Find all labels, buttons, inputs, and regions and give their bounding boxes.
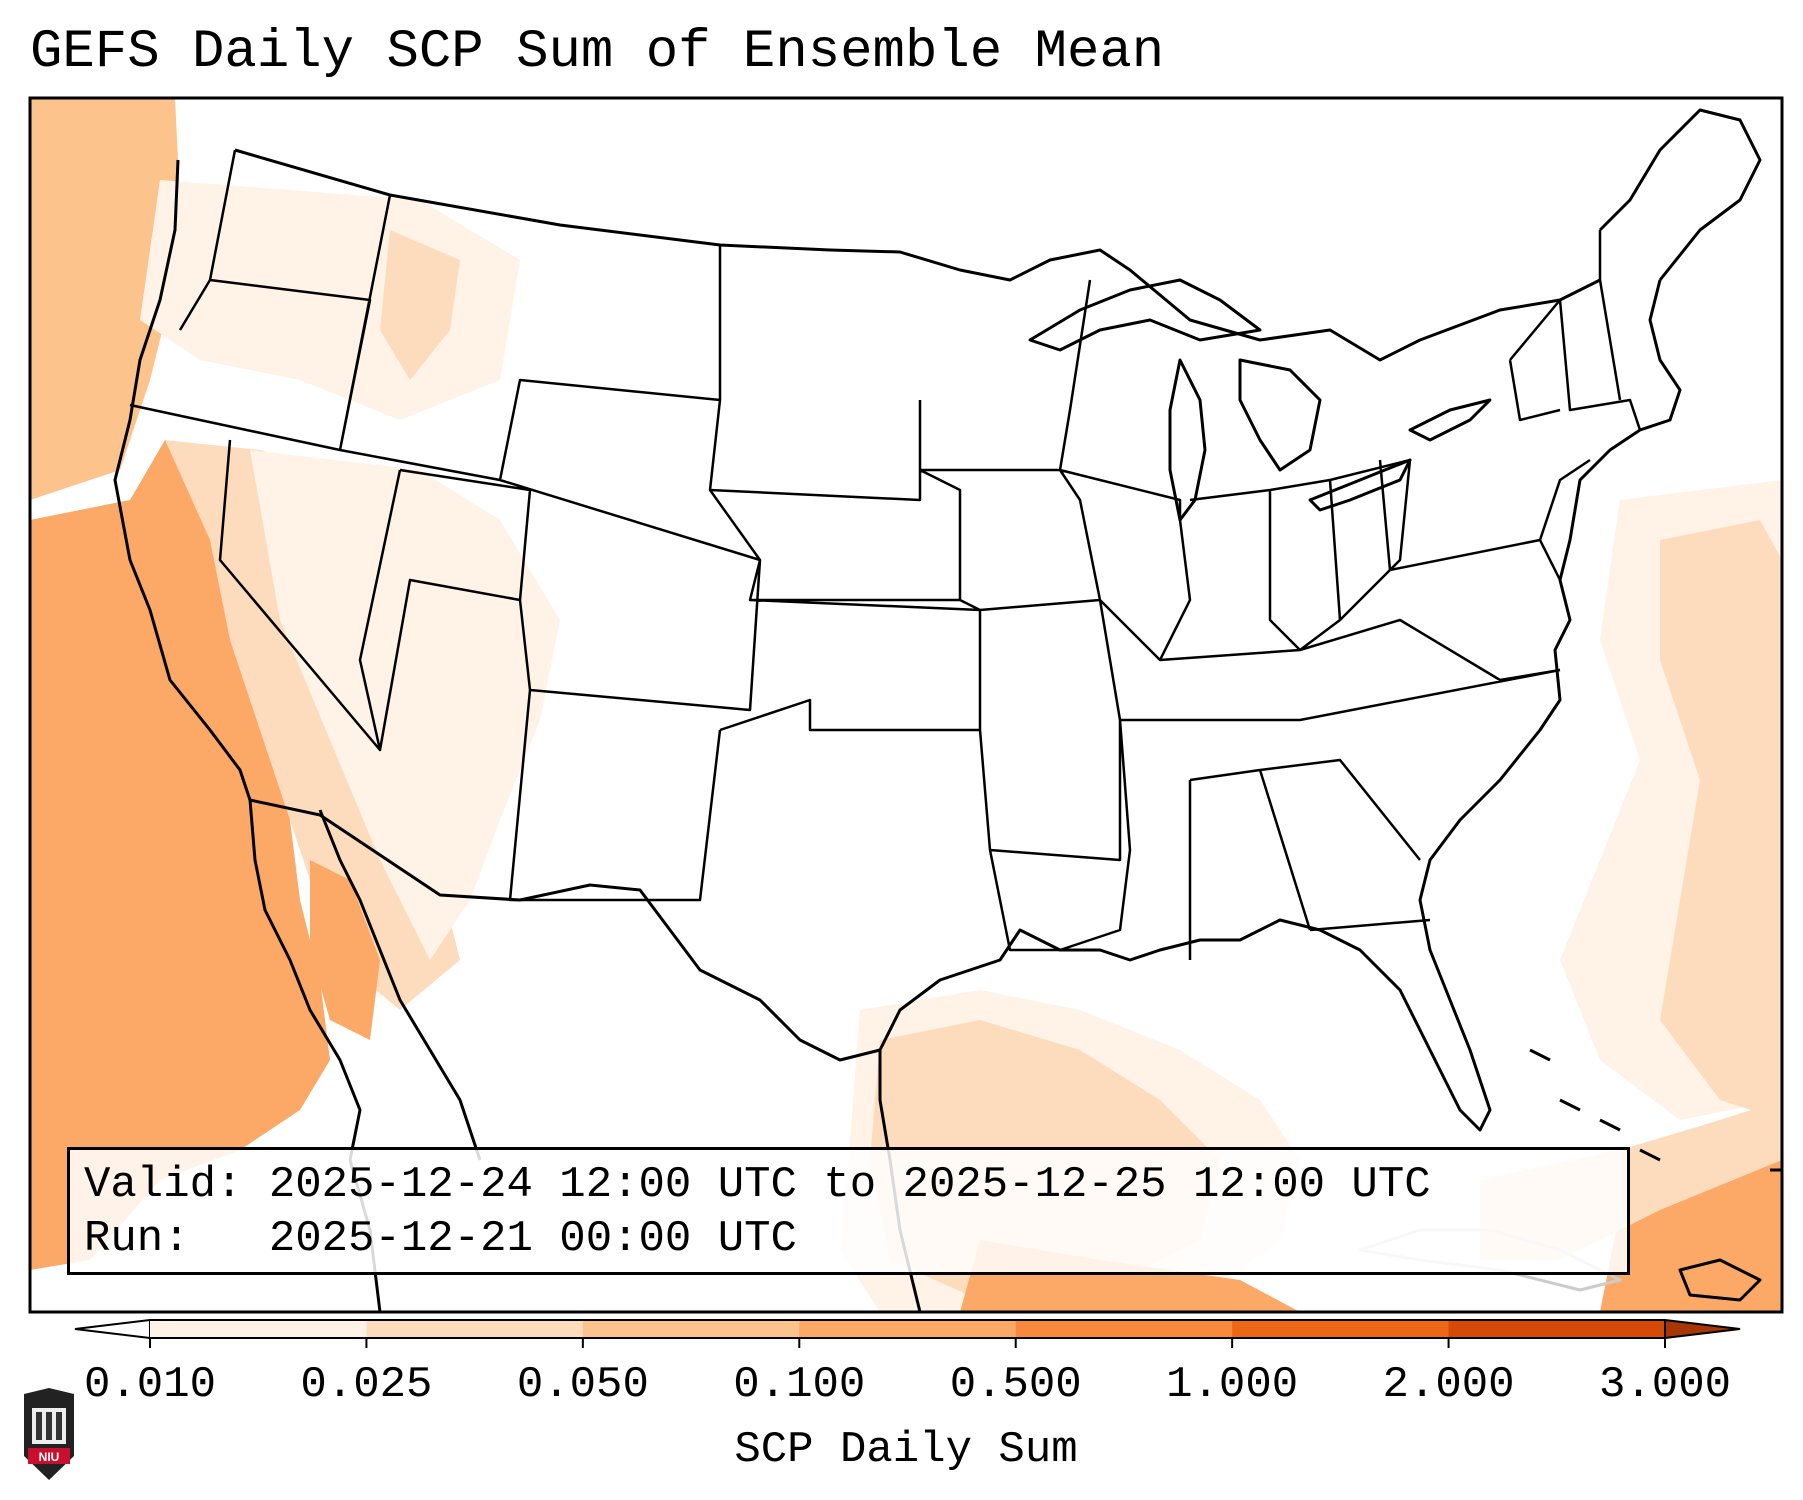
run-label: Run: xyxy=(84,1214,190,1264)
colorbar-segment xyxy=(366,1320,584,1338)
colorbar-label: SCP Daily Sum xyxy=(734,1425,1078,1475)
colorbar-outline xyxy=(150,1319,1665,1339)
bahamas xyxy=(1529,1048,1661,1162)
shade-pacific-strong xyxy=(30,440,330,1270)
colorbar-tick-label: 0.010 xyxy=(83,1360,217,1410)
colorbar-tick-label: 3.000 xyxy=(1598,1360,1732,1410)
lake-huron xyxy=(1238,358,1322,472)
hispaniola xyxy=(1678,1258,1762,1302)
coastline-baja-gulf xyxy=(318,809,482,1161)
valid-label: Valid: xyxy=(84,1160,243,1210)
colorbar-tick-label: 1.000 xyxy=(1166,1360,1299,1410)
valid-value: 2025-12-24 12:00 UTC to 2025-12-25 12:00… xyxy=(268,1160,1431,1210)
scp-shading xyxy=(30,98,1782,1312)
state-lines xyxy=(129,149,1642,960)
colorbar xyxy=(74,1318,1741,1348)
colorbar-tick-label: 0.500 xyxy=(949,1360,1082,1410)
colorbar-segment xyxy=(1015,1320,1233,1338)
map-frame xyxy=(28,96,1784,1314)
run-value: 2025-12-21 00:00 UTC xyxy=(268,1214,797,1264)
shade-rockies xyxy=(380,230,460,380)
lake-superior xyxy=(1028,278,1262,352)
coastline-northeast xyxy=(1598,108,1762,281)
colorbar-segment xyxy=(582,1320,800,1338)
niu-logo-icon: NIU xyxy=(24,1388,74,1480)
valid-row: Valid: 2025-12-24 12:00 UTC to 2025-12-2… xyxy=(84,1158,1613,1212)
colorbar-over-arrow xyxy=(1664,1318,1741,1340)
colorbar-segment xyxy=(799,1320,1017,1338)
shade-great-basin xyxy=(250,450,560,960)
border-mexico xyxy=(249,798,881,1062)
svg-text:NIU: NIU xyxy=(39,1450,60,1464)
lake-ontario xyxy=(1408,398,1492,442)
colorbar-tick-label: 0.025 xyxy=(300,1360,433,1410)
shade-pacific-outer xyxy=(30,98,180,500)
colorbar-tick-label: 2.000 xyxy=(1382,1360,1515,1410)
colorbar-tick-label: 0.050 xyxy=(516,1360,649,1410)
colorbar-segment xyxy=(1232,1320,1450,1338)
coastline-gulf xyxy=(878,279,1682,1132)
colorbar-under-arrow xyxy=(74,1318,151,1340)
colorbar-tick-label: 0.100 xyxy=(733,1360,866,1410)
colorbar-segment xyxy=(1448,1320,1666,1338)
run-row: Run: 2025-12-21 00:00 UTC xyxy=(84,1212,1613,1266)
lake-michigan xyxy=(1168,358,1207,522)
shade-baja xyxy=(310,860,380,1040)
coastline-pacific xyxy=(113,159,382,1312)
shade-atlantic xyxy=(1660,520,1782,1120)
colorbar-segment xyxy=(150,1320,367,1338)
valid-run-box: Valid: 2025-12-24 12:00 UTC to 2025-12-2… xyxy=(67,1147,1630,1275)
lake-erie xyxy=(1308,458,1412,512)
map-title: GEFS Daily SCP Sum of Ensemble Mean xyxy=(30,22,1165,83)
